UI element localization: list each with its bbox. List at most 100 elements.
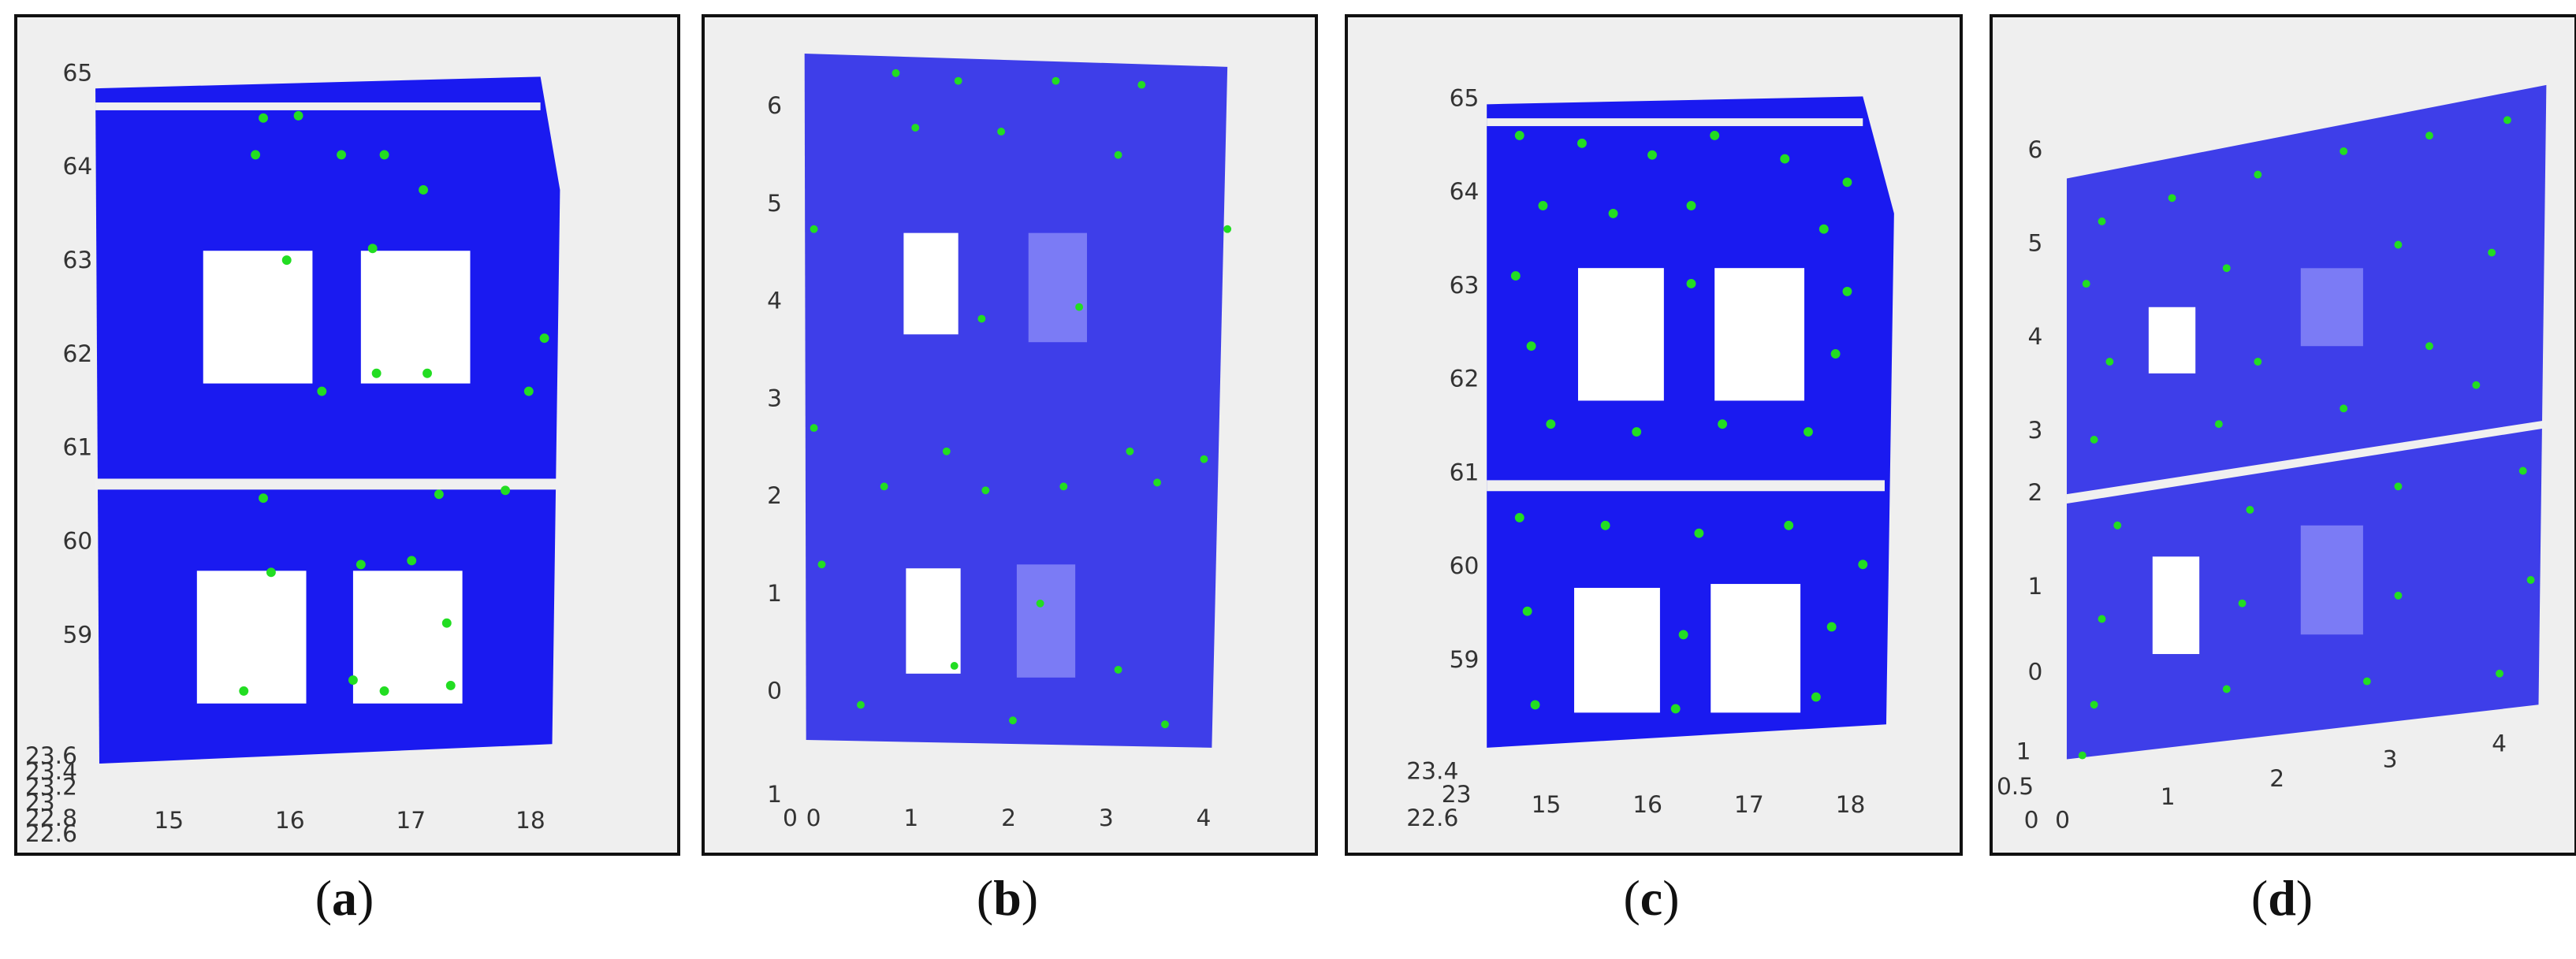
window-c1	[1577, 268, 1664, 401]
keypoint	[1686, 279, 1696, 288]
caption-a: (a)	[315, 870, 374, 926]
keypoint	[356, 559, 366, 570]
caption-letter: c	[1640, 870, 1663, 926]
keypoint	[981, 486, 990, 495]
x-tick: 3	[1099, 805, 1114, 832]
keypoint	[1514, 512, 1524, 522]
keypoints	[1510, 130, 1868, 714]
y-tick: 61	[1450, 459, 1480, 486]
keypoint	[2222, 685, 2231, 693]
keypoint	[1036, 599, 1044, 608]
y-tick: 65	[1450, 84, 1480, 112]
keypoint	[810, 424, 818, 433]
keypoint	[1526, 341, 1536, 351]
y-tick: 1	[2028, 572, 2043, 600]
ledge-upper	[95, 102, 541, 110]
y-tick: 0	[2028, 658, 2043, 686]
y-tick: 5	[767, 190, 782, 217]
x-tick: 4	[1197, 805, 1212, 832]
keypoint	[2472, 381, 2481, 389]
window-a3	[196, 571, 307, 704]
keypoint	[954, 76, 962, 85]
y-tick: 2	[767, 482, 782, 510]
y-tick: 6	[2028, 136, 2043, 163]
keypoint	[2222, 264, 2231, 273]
keypoint	[857, 701, 865, 709]
z-ticks: 23.6 23.4 23.2 23 22.8 22.6	[25, 742, 77, 848]
keypoint	[1577, 138, 1587, 148]
keypoint	[2113, 521, 2122, 530]
y-tick: 65	[62, 59, 92, 87]
keypoint	[911, 124, 920, 132]
x-tick: 0	[2055, 806, 2070, 834]
keypoint	[2340, 147, 2348, 155]
keypoint	[942, 447, 951, 455]
window-d4	[2300, 525, 2363, 635]
z-tick: 0.5	[1997, 772, 2034, 800]
y-ticks: 65 64 63 62 61 60 59	[1450, 84, 1480, 674]
y-tick: 64	[62, 153, 92, 180]
x-tick: 3	[2383, 745, 2398, 772]
y-tick: 4	[767, 288, 782, 315]
window-b1	[903, 232, 959, 335]
keypoint	[1842, 177, 1852, 188]
keypoint	[2488, 248, 2496, 257]
keypoint	[1710, 130, 1720, 140]
y-tick: 0	[767, 678, 782, 705]
keypoint	[2394, 482, 2403, 491]
keypoint	[379, 686, 389, 696]
keypoint	[1114, 151, 1122, 159]
y-tick: 62	[62, 340, 92, 368]
keypoints	[239, 110, 549, 696]
y-tick: 60	[1450, 552, 1480, 580]
keypoint	[2362, 677, 2371, 686]
keypoint	[539, 333, 549, 344]
keypoint	[371, 368, 382, 378]
plot-a: 15 16 17 18 65 64 63 62 61 60 59 23.6 23…	[25, 59, 560, 848]
x-tick: 2	[2269, 764, 2284, 792]
keypoint	[810, 225, 818, 233]
keypoint	[1811, 692, 1821, 702]
x-ticks: 0 1 2 3 4	[806, 805, 1212, 832]
y-tick: 64	[1450, 178, 1480, 206]
y-tick: 3	[2028, 416, 2043, 444]
keypoint	[337, 150, 347, 160]
ledge-middle	[1487, 480, 1885, 492]
facade-cloud	[2066, 84, 2547, 760]
facade-cloud	[804, 54, 1228, 748]
z-ticks: 1 0	[767, 781, 798, 832]
y-tick: 59	[62, 621, 92, 649]
window-b4	[1016, 564, 1076, 678]
keypoint	[1009, 716, 1017, 725]
keypoint	[2168, 194, 2176, 203]
ledge-middle	[2066, 420, 2547, 504]
keypoint	[1678, 630, 1688, 640]
panel-d: 0 1 2 3 4 6 5 4 3 2 1 0 1 0.5 0	[1990, 14, 2576, 856]
keypoint	[1059, 482, 1068, 491]
keypoint	[1608, 208, 1618, 218]
keypoints	[2078, 116, 2535, 760]
keypoint	[1842, 286, 1852, 296]
keypoint	[2098, 217, 2106, 225]
keypoint	[2394, 591, 2403, 600]
z-tick: 23	[1442, 781, 1472, 808]
keypoint	[407, 556, 417, 566]
keypoint	[2090, 701, 2098, 709]
keypoint	[1200, 455, 1208, 463]
keypoint	[2254, 358, 2262, 366]
y-tick: 2	[2028, 478, 2043, 506]
keypoint	[1830, 349, 1841, 359]
y-tick: 1	[767, 580, 782, 608]
z-ticks: 23.4 23 22.6	[1406, 758, 1471, 832]
x-tick: 16	[275, 807, 305, 834]
x-tick: 15	[1532, 791, 1562, 819]
keypoint	[1818, 224, 1829, 234]
keypoint	[2503, 116, 2511, 125]
y-tick: 59	[1450, 646, 1480, 674]
keypoint	[2425, 342, 2433, 351]
keypoint	[1686, 201, 1696, 210]
keypoint	[1114, 665, 1122, 674]
z-tick: 23	[25, 789, 55, 816]
keypoint	[281, 255, 292, 266]
y-ticks: 65 64 63 62 61 60 59	[62, 59, 92, 649]
